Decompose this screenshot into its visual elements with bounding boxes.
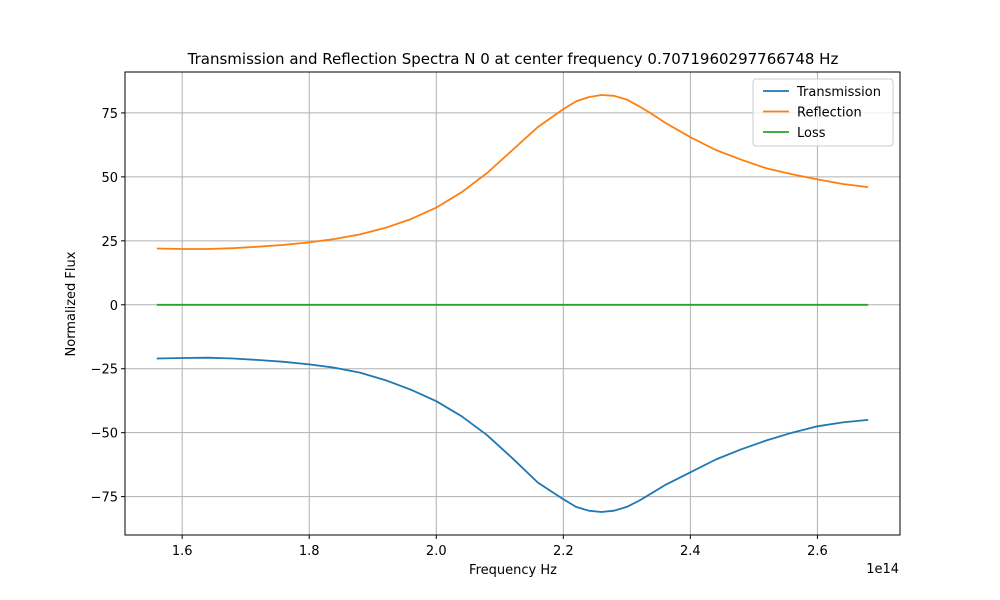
plot-frame (124, 71, 901, 536)
x-tick-label: 2.0 (426, 544, 447, 559)
ticks: 1.6 1.8 2.0 2.2 2.4 2.6 −75 −50 −25 0 25 50 75 (91, 107, 828, 559)
series-line-transmission (156, 356, 869, 513)
legend: Transmission Reflection Loss (752, 78, 894, 147)
legend-box (752, 78, 894, 147)
x-tick-label: 2.6 (807, 544, 828, 559)
y-tick-label: 75 (101, 107, 118, 122)
x-offset-label: 1e14 (866, 562, 899, 577)
y-tick-label: −25 (91, 363, 118, 378)
y-tick-label: −75 (91, 491, 118, 506)
y-tick-label: 0 (110, 299, 118, 314)
series-line-reflection (156, 94, 869, 250)
x-tick-label: 1.8 (299, 544, 320, 559)
y-tick-label: 25 (101, 235, 118, 250)
x-tick-label: 1.6 (172, 544, 193, 559)
legend-label: Reflection (797, 106, 862, 121)
y-tick-label: −50 (91, 427, 118, 442)
x-axis-label: Frequency Hz (469, 563, 557, 578)
legend-label: Loss (797, 126, 826, 141)
y-tick-label: 50 (101, 171, 118, 186)
y-axis-label: Normalized Flux (64, 251, 79, 356)
legend-label: Transmission (796, 85, 881, 100)
x-tick-label: 2.2 (553, 544, 574, 559)
series-layer (156, 94, 869, 513)
chart-title: Transmission and Reflection Spectra N 0 … (187, 50, 839, 68)
x-tick-label: 2.4 (680, 544, 701, 559)
